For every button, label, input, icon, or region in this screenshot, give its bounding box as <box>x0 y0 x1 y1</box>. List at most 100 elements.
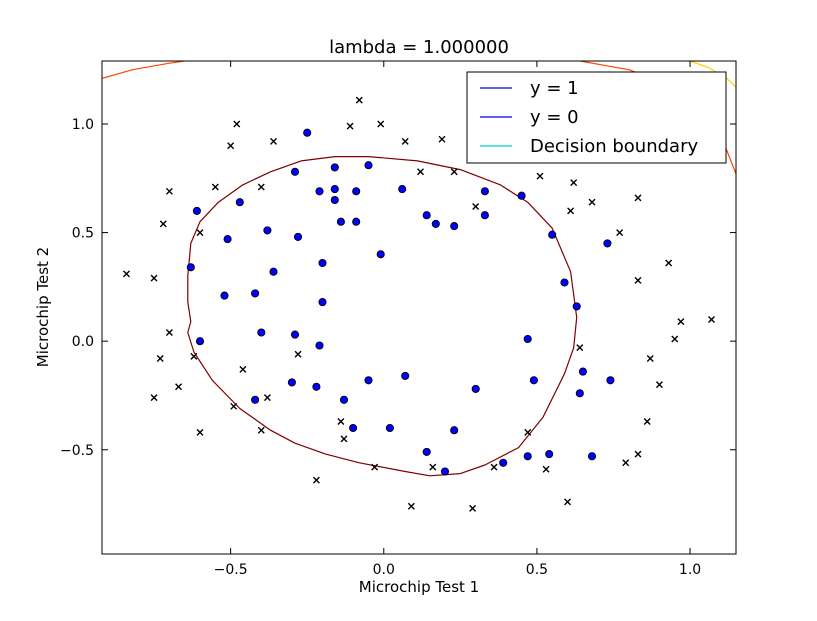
point-y0-11 <box>417 168 425 176</box>
point-y0-49 <box>490 463 498 471</box>
chart-title: lambda = 1.000000 <box>329 37 509 58</box>
point-y0-23 <box>150 274 158 282</box>
point-y1-21 <box>293 232 303 241</box>
point-y0-28 <box>294 350 302 358</box>
point-y0-7 <box>438 135 446 143</box>
point-y1-34 <box>257 328 266 337</box>
point-y1-10 <box>517 191 526 200</box>
x-axis-label: Microchip Test 1 <box>359 578 479 596</box>
x-tick-label-3: 1.0 <box>679 562 701 578</box>
point-y1-32 <box>572 302 581 311</box>
point-y1-4 <box>315 187 324 196</box>
y-tick-label-3: 1.0 <box>72 117 94 133</box>
point-y1-48 <box>339 395 349 404</box>
point-y0-18 <box>634 194 642 202</box>
point-y0-24 <box>634 276 642 284</box>
point-y0-50 <box>542 465 550 473</box>
point-y1-54 <box>499 458 508 467</box>
point-y1-22 <box>548 230 557 239</box>
point-y0-6 <box>401 137 409 145</box>
plot-frame <box>101 60 737 555</box>
legend-label-y1: y = 1 <box>530 78 579 99</box>
legend: y = 1 y = 0 Decision boundary <box>466 71 727 164</box>
point-y0-33 <box>156 355 164 363</box>
y-tick-label-2: 0.5 <box>72 226 94 242</box>
point-y1-43 <box>529 376 538 385</box>
point-y1-5 <box>330 185 339 194</box>
point-y1-36 <box>315 341 324 350</box>
point-y0-25 <box>665 259 673 267</box>
point-y1-23 <box>603 239 612 248</box>
point-y0-44 <box>340 435 348 443</box>
point-y1-35 <box>290 330 300 339</box>
x-tick-label-1: 0.0 <box>373 562 395 578</box>
point-y0-40 <box>263 394 271 402</box>
point-y1-19 <box>223 235 232 244</box>
point-y0-13 <box>536 172 544 180</box>
point-y0-30 <box>671 335 679 343</box>
point-y0-0 <box>355 96 363 104</box>
point-y0-19 <box>159 220 167 228</box>
point-y0-45 <box>524 428 532 436</box>
y-tick-label-1: 0.0 <box>72 334 94 350</box>
y-tick-label-0: −0.5 <box>60 443 94 459</box>
decision-boundary-contour-0 <box>187 156 578 477</box>
point-y1-57 <box>587 452 597 461</box>
point-y0-5 <box>270 137 278 145</box>
point-y1-12 <box>235 198 244 207</box>
point-y1-33 <box>195 337 205 346</box>
point-y0-55 <box>469 504 477 512</box>
point-y0-15 <box>588 198 596 206</box>
point-y1-30 <box>318 298 327 307</box>
point-y0-41 <box>337 418 345 426</box>
point-y1-16 <box>431 219 440 228</box>
point-y1-37 <box>523 334 532 344</box>
point-y1-0 <box>303 128 312 137</box>
point-y0-34 <box>646 355 654 363</box>
point-y0-35 <box>175 383 183 391</box>
point-y0-20 <box>196 229 204 237</box>
point-y0-1 <box>233 120 241 128</box>
point-y1-17 <box>450 222 459 231</box>
point-y0-38 <box>150 394 158 402</box>
point-y1-44 <box>578 367 587 376</box>
point-y1-14 <box>352 217 361 226</box>
point-y1-7 <box>330 195 339 205</box>
point-y0-43 <box>257 426 265 434</box>
point-y1-52 <box>422 447 431 456</box>
point-y1-25 <box>269 267 278 276</box>
point-y0-3 <box>377 120 385 128</box>
point-y1-46 <box>575 389 584 398</box>
point-y0-36 <box>239 365 247 373</box>
point-y1-50 <box>385 423 394 433</box>
point-y0-39 <box>230 402 238 410</box>
point-y0-14 <box>570 179 578 187</box>
point-y0-46 <box>643 418 651 426</box>
legend-label-y0: y = 0 <box>530 107 579 128</box>
point-y0-53 <box>312 476 320 484</box>
point-y0-22 <box>123 270 130 278</box>
point-y1-11 <box>192 206 201 215</box>
point-y0-51 <box>622 459 630 467</box>
point-y1-40 <box>364 376 373 385</box>
point-y0-31 <box>677 318 685 326</box>
axis-ticks: −0.5 0.0 0.5 1.0 −0.5 0.0 0.5 1.0 <box>60 61 736 578</box>
point-y0-47 <box>371 463 379 471</box>
point-y1-27 <box>376 250 385 259</box>
point-y1-29 <box>251 289 260 298</box>
point-y1-9 <box>480 187 489 196</box>
point-y0-17 <box>567 207 575 215</box>
point-y0-32 <box>708 315 715 323</box>
point-y1-42 <box>471 384 480 393</box>
point-y1-38 <box>287 378 296 387</box>
point-y0-52 <box>634 450 642 458</box>
point-y1-24 <box>186 263 195 272</box>
point-y1-49 <box>349 423 358 433</box>
point-y1-6 <box>352 187 361 196</box>
point-y1-15 <box>422 211 431 220</box>
point-y0-42 <box>196 428 204 436</box>
point-y1-56 <box>545 450 554 459</box>
point-y0-54 <box>407 502 415 510</box>
point-y0-56 <box>564 498 572 506</box>
